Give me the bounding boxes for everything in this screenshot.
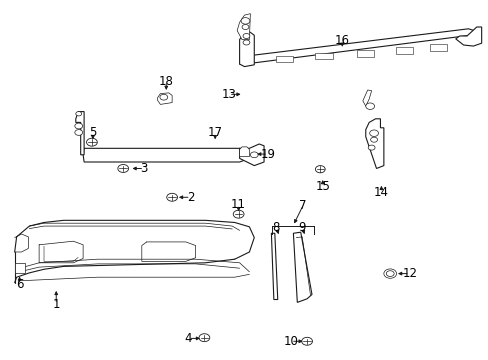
Polygon shape	[365, 119, 383, 168]
Text: 1: 1	[52, 298, 60, 311]
Text: 15: 15	[315, 180, 329, 193]
Text: 16: 16	[334, 34, 349, 47]
Text: 19: 19	[260, 148, 275, 161]
Text: 8: 8	[272, 221, 280, 234]
Polygon shape	[76, 112, 84, 155]
Text: 2: 2	[186, 191, 194, 204]
Polygon shape	[362, 90, 371, 106]
Bar	[276, 56, 293, 62]
Circle shape	[233, 210, 244, 218]
Text: 18: 18	[159, 75, 173, 87]
Circle shape	[75, 130, 82, 135]
Circle shape	[76, 112, 81, 116]
Text: 17: 17	[207, 126, 222, 139]
Circle shape	[370, 137, 377, 142]
Circle shape	[365, 103, 374, 109]
Circle shape	[383, 269, 396, 278]
Polygon shape	[157, 93, 172, 104]
Text: 11: 11	[231, 198, 245, 211]
Circle shape	[369, 130, 378, 136]
Bar	[15, 263, 25, 273]
Text: 9: 9	[298, 221, 305, 234]
Circle shape	[166, 193, 177, 201]
Polygon shape	[455, 27, 481, 46]
Circle shape	[386, 271, 393, 276]
Circle shape	[241, 18, 249, 24]
Circle shape	[367, 145, 374, 150]
Polygon shape	[83, 148, 249, 162]
Text: 10: 10	[283, 335, 298, 348]
Polygon shape	[293, 232, 311, 302]
Bar	[315, 53, 332, 59]
Circle shape	[315, 166, 325, 173]
Text: 5: 5	[89, 126, 97, 139]
Text: 3: 3	[140, 162, 148, 175]
Bar	[395, 47, 412, 54]
Polygon shape	[237, 14, 250, 40]
Text: 7: 7	[299, 199, 306, 212]
Circle shape	[199, 334, 209, 342]
Circle shape	[75, 123, 82, 129]
Text: 12: 12	[402, 267, 416, 280]
Circle shape	[160, 94, 167, 100]
Polygon shape	[239, 29, 473, 64]
Circle shape	[301, 337, 312, 345]
Circle shape	[243, 33, 249, 39]
Polygon shape	[239, 32, 254, 67]
Text: 6: 6	[16, 278, 23, 291]
Circle shape	[243, 40, 249, 45]
Circle shape	[118, 165, 128, 172]
Bar	[356, 50, 373, 57]
Polygon shape	[239, 147, 249, 157]
Text: 14: 14	[373, 186, 388, 199]
Circle shape	[242, 24, 248, 30]
Text: 4: 4	[184, 332, 192, 345]
Circle shape	[250, 152, 258, 158]
Bar	[429, 44, 447, 51]
Polygon shape	[239, 144, 264, 166]
Polygon shape	[271, 233, 277, 300]
Circle shape	[86, 138, 97, 146]
Text: 13: 13	[221, 88, 236, 101]
